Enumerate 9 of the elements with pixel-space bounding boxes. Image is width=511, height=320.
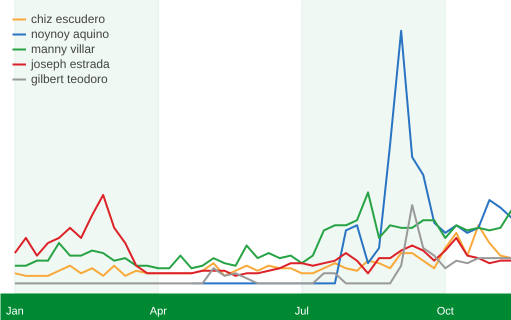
legend-label: noynoy aquino	[31, 27, 110, 41]
x-tick-label: Oct	[436, 306, 454, 318]
x-tick-label: Jul	[294, 306, 309, 318]
legend-label: gilbert teodoro	[31, 72, 108, 86]
legend-label: manny villar	[31, 42, 96, 56]
legend-label: chiz escudero	[31, 12, 106, 26]
x-tick-label: Apr	[150, 306, 168, 318]
legend-label: joseph estrada	[31, 57, 110, 71]
x-tick-label: Jan	[6, 306, 24, 318]
